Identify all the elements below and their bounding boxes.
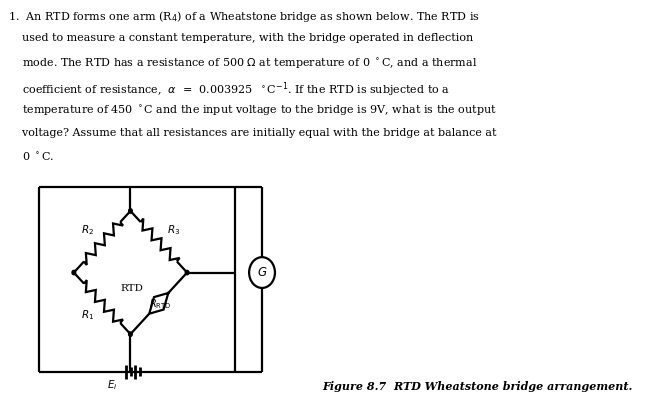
Text: coefficient of resistance,  $\alpha$  =  0.003925  $^\circ$C$^{-1}$. If the RTD : coefficient of resistance, $\alpha$ = 0.… [8,80,450,99]
Text: temperature of 450 $^\circ$C and the input voltage to the bridge is 9V, what is : temperature of 450 $^\circ$C and the inp… [8,104,497,118]
Text: $R_3$: $R_3$ [167,223,180,237]
Text: $E_i$: $E_i$ [107,378,117,392]
Circle shape [185,271,189,275]
Text: RTD: RTD [120,285,143,293]
Text: Figure 8.7  RTD Wheatstone bridge arrangement.: Figure 8.7 RTD Wheatstone bridge arrange… [322,381,632,392]
Circle shape [129,209,132,213]
Text: mode. The RTD has a resistance of 500 $\Omega$ at temperature of 0 $^\circ$C, an: mode. The RTD has a resistance of 500 $\… [8,57,478,71]
Circle shape [72,271,76,275]
Text: 0 $^\circ$C.: 0 $^\circ$C. [8,151,54,163]
Text: voltage? Assume that all resistances are initially equal with the bridge at bala: voltage? Assume that all resistances are… [8,128,496,138]
Text: 1.  An RTD forms one arm (R$_4$) of a Wheatstone bridge as shown below. The RTD : 1. An RTD forms one arm (R$_4$) of a Whe… [8,9,480,24]
Text: $R_1$: $R_1$ [80,309,94,322]
Circle shape [129,332,132,336]
Text: $R_{\mathrm{RTD}}$: $R_{\mathrm{RTD}}$ [149,297,171,311]
Text: $R_2$: $R_2$ [80,223,94,237]
Text: used to measure a constant temperature, with the bridge operated in deflection: used to measure a constant temperature, … [8,33,473,43]
Text: $G$: $G$ [257,266,267,279]
